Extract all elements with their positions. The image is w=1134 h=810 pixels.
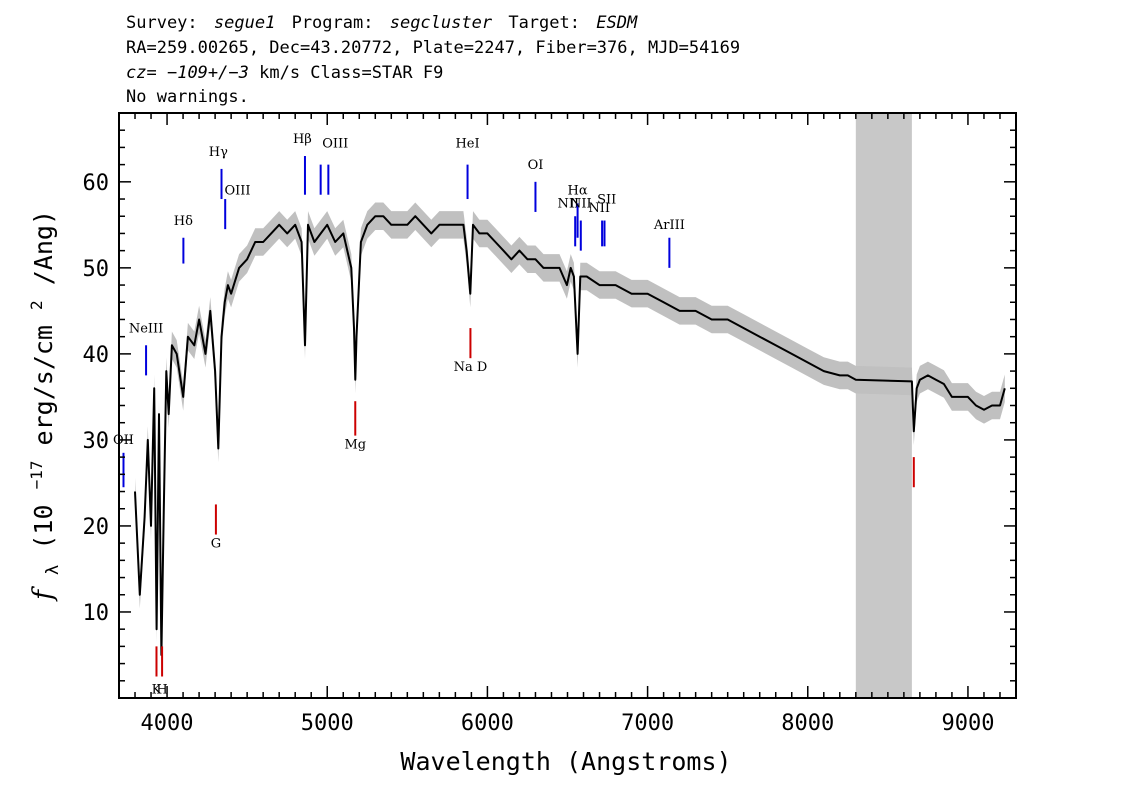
- header: Survey: segue1 Program: segcluster Targe…: [126, 13, 740, 107]
- y-tick-label: 50: [83, 257, 110, 282]
- target-value: ESDM: [596, 13, 638, 33]
- header-line4: No warnings.: [126, 87, 249, 107]
- masked-region: [855, 113, 912, 698]
- program-label: Program:: [292, 13, 374, 33]
- x-tick-label: 8000: [781, 711, 834, 736]
- emission-line-label: ArIII: [653, 218, 685, 233]
- emission-line-label: NeIII: [129, 321, 163, 336]
- cz-label: cz=: [126, 63, 157, 83]
- y-tick-label: 10: [83, 601, 110, 626]
- y-axis-post: /Ang): [29, 210, 58, 285]
- absorption-line-label: H: [156, 683, 167, 698]
- cz-rest: km/s Class=STAR F9: [259, 63, 443, 83]
- survey-label: Survey:: [126, 13, 198, 33]
- emission-line-label: OIII: [322, 136, 348, 151]
- header-line3: cz= −109+/−3 km/s Class=STAR F9: [126, 63, 443, 83]
- emission-line-label: NII: [557, 197, 579, 212]
- emission-line-label: HeI: [455, 136, 479, 151]
- header-line2: RA=259.00265, Dec=43.20772, Plate=2247, …: [126, 38, 740, 58]
- y-axis-mid: erg/s/cm: [29, 325, 58, 445]
- y-axis-pre: (10: [29, 504, 58, 549]
- y-axis-exp: −17: [27, 461, 46, 490]
- x-tick-label: 6000: [461, 711, 514, 736]
- absorption-line-label: G: [211, 536, 221, 551]
- y-axis-exp2: 2: [27, 300, 46, 310]
- spectrum-line: [134, 215, 1006, 656]
- header-line1: Survey: segue1 Program: segcluster Targe…: [126, 13, 638, 33]
- x-axis-title: Wavelength (Angstroms): [400, 747, 731, 776]
- emission-line-label: Hβ: [293, 132, 312, 147]
- cz-value: −109+/−3: [167, 63, 249, 83]
- survey-value: segue1: [214, 13, 275, 33]
- target-label: Target:: [508, 13, 580, 33]
- emission-line-label: OII: [113, 433, 134, 448]
- program-value: segcluster: [390, 13, 493, 33]
- absorption-line-label: Na D: [454, 360, 488, 375]
- y-tick-label: 40: [83, 343, 110, 368]
- x-tick-label: 7000: [621, 711, 674, 736]
- emission-line-label: OI: [528, 158, 544, 173]
- emission-line-label: Hδ: [174, 214, 193, 229]
- emission-line-label: NII: [570, 197, 592, 212]
- absorption-line-label: K: [152, 683, 162, 698]
- absorption-line-label: Mg: [344, 438, 366, 453]
- y-tick-label: 30: [83, 429, 110, 454]
- y-axis-f: f: [28, 586, 59, 602]
- x-tick-label: 9000: [941, 711, 994, 736]
- x-tick-label: 5000: [301, 711, 354, 736]
- x-tick-label: 4000: [141, 711, 194, 736]
- emission-line-label: OIII: [224, 184, 250, 199]
- emission-line-label: SII: [597, 192, 616, 207]
- emission-line-label: Hγ: [209, 145, 228, 160]
- y-tick-label: 20: [83, 515, 110, 540]
- emission-line-label: Hα: [568, 184, 588, 199]
- y-axis-title: f λ (10 −17 erg/s/cm 2 /Ang): [19, 210, 64, 602]
- y-tick-label: 60: [83, 171, 110, 196]
- y-axis-sub: λ: [43, 565, 63, 575]
- emission-line-label: NII: [588, 201, 610, 216]
